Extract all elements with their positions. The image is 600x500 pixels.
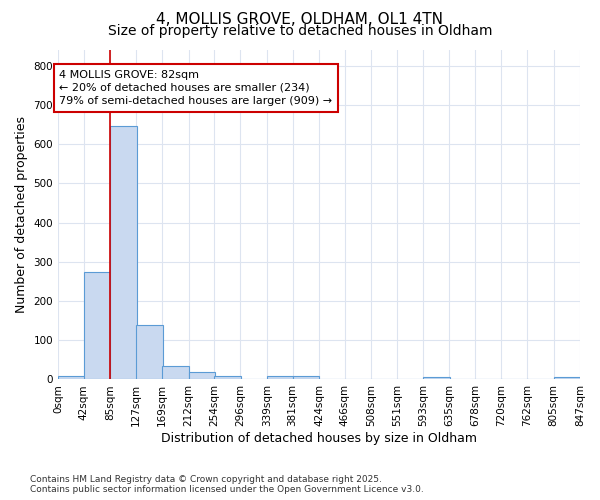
Text: Contains HM Land Registry data © Crown copyright and database right 2025.
Contai: Contains HM Land Registry data © Crown c… bbox=[30, 474, 424, 494]
Bar bbox=[58, 376, 85, 380]
Bar bbox=[84, 272, 110, 380]
Text: 4, MOLLIS GROVE, OLDHAM, OL1 4TN: 4, MOLLIS GROVE, OLDHAM, OL1 4TN bbox=[157, 12, 443, 28]
Bar bbox=[554, 378, 580, 380]
Bar bbox=[110, 126, 137, 380]
Bar bbox=[293, 376, 319, 380]
Bar bbox=[188, 372, 215, 380]
Bar bbox=[267, 376, 293, 380]
Y-axis label: Number of detached properties: Number of detached properties bbox=[15, 116, 28, 313]
Bar bbox=[162, 366, 188, 380]
Bar bbox=[423, 378, 449, 380]
Text: Size of property relative to detached houses in Oldham: Size of property relative to detached ho… bbox=[108, 24, 492, 38]
Text: 4 MOLLIS GROVE: 82sqm
← 20% of detached houses are smaller (234)
79% of semi-det: 4 MOLLIS GROVE: 82sqm ← 20% of detached … bbox=[59, 70, 332, 106]
Bar bbox=[214, 376, 241, 380]
Bar bbox=[136, 324, 163, 380]
X-axis label: Distribution of detached houses by size in Oldham: Distribution of detached houses by size … bbox=[161, 432, 477, 445]
